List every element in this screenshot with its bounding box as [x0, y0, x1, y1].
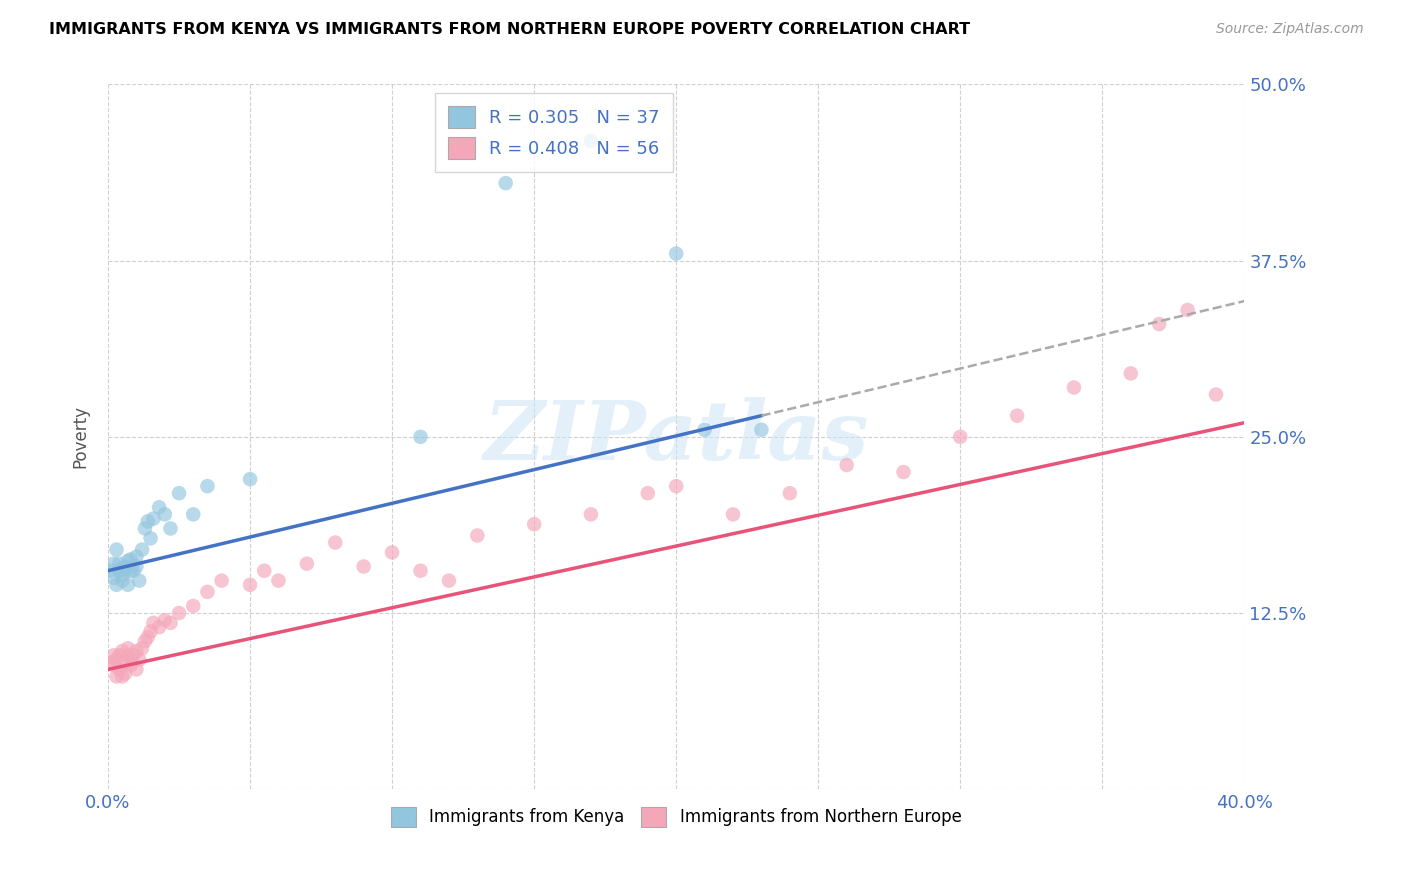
- Point: [637, 486, 659, 500]
- Point: [579, 134, 602, 148]
- Point: [148, 500, 170, 515]
- Point: [253, 564, 276, 578]
- Point: [100, 656, 122, 670]
- Point: [100, 564, 122, 578]
- Point: [1119, 367, 1142, 381]
- Point: [523, 517, 546, 532]
- Point: [495, 176, 517, 190]
- Point: [134, 521, 156, 535]
- Point: [167, 606, 190, 620]
- Point: [721, 508, 744, 522]
- Point: [949, 430, 972, 444]
- Point: [131, 641, 153, 656]
- Point: [465, 528, 488, 542]
- Point: [111, 574, 134, 588]
- Point: [142, 615, 165, 630]
- Point: [111, 669, 134, 683]
- Point: [1005, 409, 1028, 423]
- Point: [103, 648, 125, 663]
- Point: [167, 486, 190, 500]
- Point: [111, 644, 134, 658]
- Point: [103, 557, 125, 571]
- Point: [159, 521, 181, 535]
- Point: [239, 578, 262, 592]
- Point: [103, 571, 125, 585]
- Point: [139, 531, 162, 545]
- Point: [1147, 317, 1170, 331]
- Point: [1063, 380, 1085, 394]
- Point: [111, 568, 134, 582]
- Point: [197, 585, 219, 599]
- Point: [125, 662, 148, 676]
- Point: [153, 508, 176, 522]
- Point: [239, 472, 262, 486]
- Point: [120, 658, 142, 673]
- Point: [108, 662, 131, 676]
- Point: [181, 599, 204, 613]
- Point: [114, 559, 136, 574]
- Point: [114, 666, 136, 681]
- Point: [665, 246, 688, 260]
- Point: [117, 648, 139, 663]
- Point: [1205, 387, 1227, 401]
- Point: [105, 669, 128, 683]
- Point: [108, 564, 131, 578]
- Point: [437, 574, 460, 588]
- Point: [108, 648, 131, 663]
- Point: [665, 479, 688, 493]
- Point: [893, 465, 915, 479]
- Point: [105, 542, 128, 557]
- Point: [103, 658, 125, 673]
- Point: [1177, 302, 1199, 317]
- Point: [131, 542, 153, 557]
- Point: [159, 615, 181, 630]
- Point: [105, 578, 128, 592]
- Point: [267, 574, 290, 588]
- Point: [211, 574, 233, 588]
- Point: [353, 559, 375, 574]
- Point: [779, 486, 801, 500]
- Point: [197, 479, 219, 493]
- Point: [153, 613, 176, 627]
- Text: IMMIGRANTS FROM KENYA VS IMMIGRANTS FROM NORTHERN EUROPE POVERTY CORRELATION CHA: IMMIGRANTS FROM KENYA VS IMMIGRANTS FROM…: [49, 22, 970, 37]
- Point: [125, 644, 148, 658]
- Point: [120, 552, 142, 566]
- Point: [323, 535, 346, 549]
- Point: [136, 630, 159, 644]
- Legend: Immigrants from Kenya, Immigrants from Northern Europe: Immigrants from Kenya, Immigrants from N…: [384, 800, 969, 834]
- Point: [835, 458, 858, 472]
- Point: [122, 564, 145, 578]
- Point: [409, 564, 432, 578]
- Point: [579, 508, 602, 522]
- Point: [120, 564, 142, 578]
- Point: [125, 549, 148, 564]
- Point: [125, 559, 148, 574]
- Point: [295, 557, 318, 571]
- Point: [120, 652, 142, 666]
- Point: [117, 641, 139, 656]
- Point: [114, 562, 136, 576]
- Point: [139, 624, 162, 639]
- Point: [128, 574, 150, 588]
- Point: [148, 620, 170, 634]
- Point: [117, 554, 139, 568]
- Point: [117, 578, 139, 592]
- Text: Source: ZipAtlas.com: Source: ZipAtlas.com: [1216, 22, 1364, 37]
- Point: [181, 508, 204, 522]
- Point: [751, 423, 773, 437]
- Point: [381, 545, 404, 559]
- Point: [136, 515, 159, 529]
- Point: [128, 652, 150, 666]
- Point: [108, 557, 131, 571]
- Y-axis label: Poverty: Poverty: [72, 405, 89, 468]
- Point: [105, 652, 128, 666]
- Point: [693, 423, 716, 437]
- Point: [114, 656, 136, 670]
- Point: [409, 430, 432, 444]
- Point: [142, 511, 165, 525]
- Point: [122, 648, 145, 663]
- Point: [134, 634, 156, 648]
- Text: ZIPatlas: ZIPatlas: [484, 397, 869, 477]
